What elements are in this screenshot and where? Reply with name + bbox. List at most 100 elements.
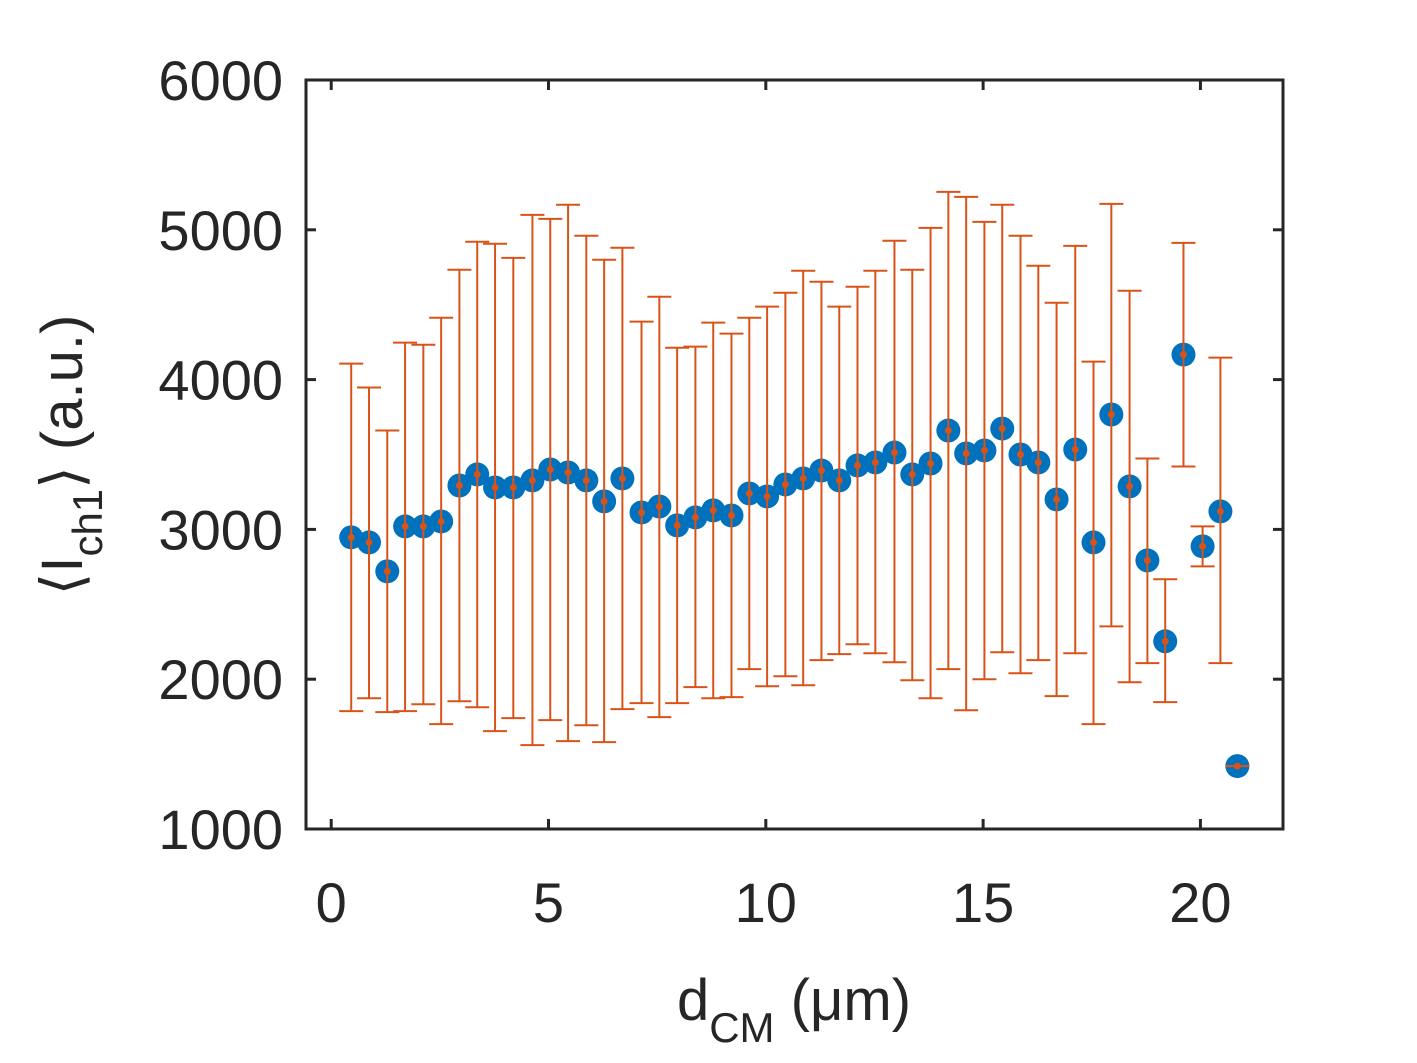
marker-center (582, 476, 590, 484)
data-point (1117, 289, 1142, 684)
marker-center (1016, 451, 1024, 458)
marker-center (1179, 351, 1187, 359)
data-point (809, 280, 834, 662)
data-point (465, 240, 490, 709)
data-point (610, 246, 635, 711)
data-point (863, 269, 888, 655)
data-point (900, 268, 925, 682)
x-axis-label-subscript: CM (709, 1004, 774, 1051)
y-axis-label-subscript: ch1 (64, 489, 111, 557)
x-tick-label: 15 (952, 871, 1014, 934)
marker-center (871, 458, 879, 466)
marker-center (383, 567, 391, 575)
marker-center (962, 449, 970, 457)
marker-center (564, 468, 572, 476)
marker-center (817, 467, 825, 475)
marker-center (655, 502, 663, 510)
marker-center (908, 470, 916, 478)
marker-center (401, 522, 409, 530)
data-point (719, 332, 744, 699)
y-axis-label-main: I (30, 557, 95, 573)
marker-center (1143, 556, 1151, 564)
x-axis-label-unit: (μm) (775, 968, 911, 1033)
data-marks (339, 190, 1250, 779)
data-point (1190, 525, 1215, 568)
marker-center (799, 474, 807, 482)
data-point (827, 305, 852, 656)
marker-center (437, 517, 445, 525)
data-point (665, 346, 690, 705)
data-point (1135, 457, 1160, 665)
marker-center (638, 508, 646, 516)
marker-center (1071, 446, 1079, 454)
marker-center (546, 465, 554, 473)
data-point (357, 386, 382, 700)
data-point (339, 362, 364, 713)
marker-center (1107, 411, 1115, 419)
marker-center (781, 480, 789, 488)
x-tick-label: 0 (316, 871, 347, 934)
y-tick-label: 3000 (158, 498, 283, 561)
data-point (1099, 202, 1124, 628)
data-point (990, 203, 1015, 654)
marker-center (365, 538, 373, 546)
marker-center (1216, 507, 1224, 515)
marker-center (600, 497, 608, 505)
data-point (647, 295, 672, 719)
marker-center (1199, 542, 1207, 550)
y-tick-label: 6000 (158, 49, 283, 112)
marker-center (1090, 538, 1098, 546)
marker-center (1126, 482, 1134, 490)
marker-center (347, 533, 355, 541)
marker-center (835, 476, 843, 484)
y-axis-ticks: 1000 2000 3000 4000 5000 6000 (158, 49, 1283, 861)
data-point (501, 256, 526, 720)
marker-center (691, 513, 699, 521)
data-point (972, 220, 997, 681)
x-axis-label: dCM (μm) (677, 968, 911, 1051)
data-point (918, 226, 943, 700)
marker-center (998, 425, 1006, 433)
data-point (1044, 301, 1069, 698)
marker-center (673, 521, 681, 529)
y-tick-label: 4000 (158, 349, 283, 412)
axes-box (304, 78, 1285, 831)
x-tick-label: 10 (735, 871, 797, 934)
data-point (954, 195, 979, 712)
data-point (1026, 264, 1051, 662)
data-point (483, 242, 508, 733)
marker-center (709, 506, 717, 514)
marker-center (473, 470, 481, 478)
y-axis-label: ⟨Ich1⟩ (a.u.) (30, 315, 111, 596)
data-point (574, 234, 599, 727)
data-point (556, 203, 581, 743)
y-tick-label: 1000 (158, 798, 283, 861)
y-tick-label: 5000 (158, 199, 283, 262)
data-point (375, 429, 400, 714)
marker-center (745, 489, 753, 497)
marker-center (727, 511, 735, 519)
data-point (393, 341, 418, 713)
marker-center (1053, 495, 1061, 503)
marker-center (618, 474, 626, 482)
data-point (1171, 241, 1196, 468)
data-point (683, 345, 708, 689)
marker-center (455, 482, 463, 490)
marker-center (509, 483, 517, 491)
marker-center (763, 492, 771, 500)
y-axis-label-close-bracket: ⟩ (30, 466, 95, 489)
data-point (447, 268, 472, 703)
data-point (1008, 234, 1033, 675)
data-point (755, 305, 780, 688)
data-point (936, 190, 961, 671)
y-axis-label-unit: (a.u.) (30, 315, 95, 467)
data-point (737, 316, 762, 671)
marker-center (491, 483, 499, 491)
marker-center (944, 427, 952, 435)
data-point (520, 213, 545, 747)
data-point (1063, 244, 1088, 655)
marker-center (528, 476, 536, 484)
data-point (429, 316, 454, 726)
data-point (882, 239, 907, 664)
